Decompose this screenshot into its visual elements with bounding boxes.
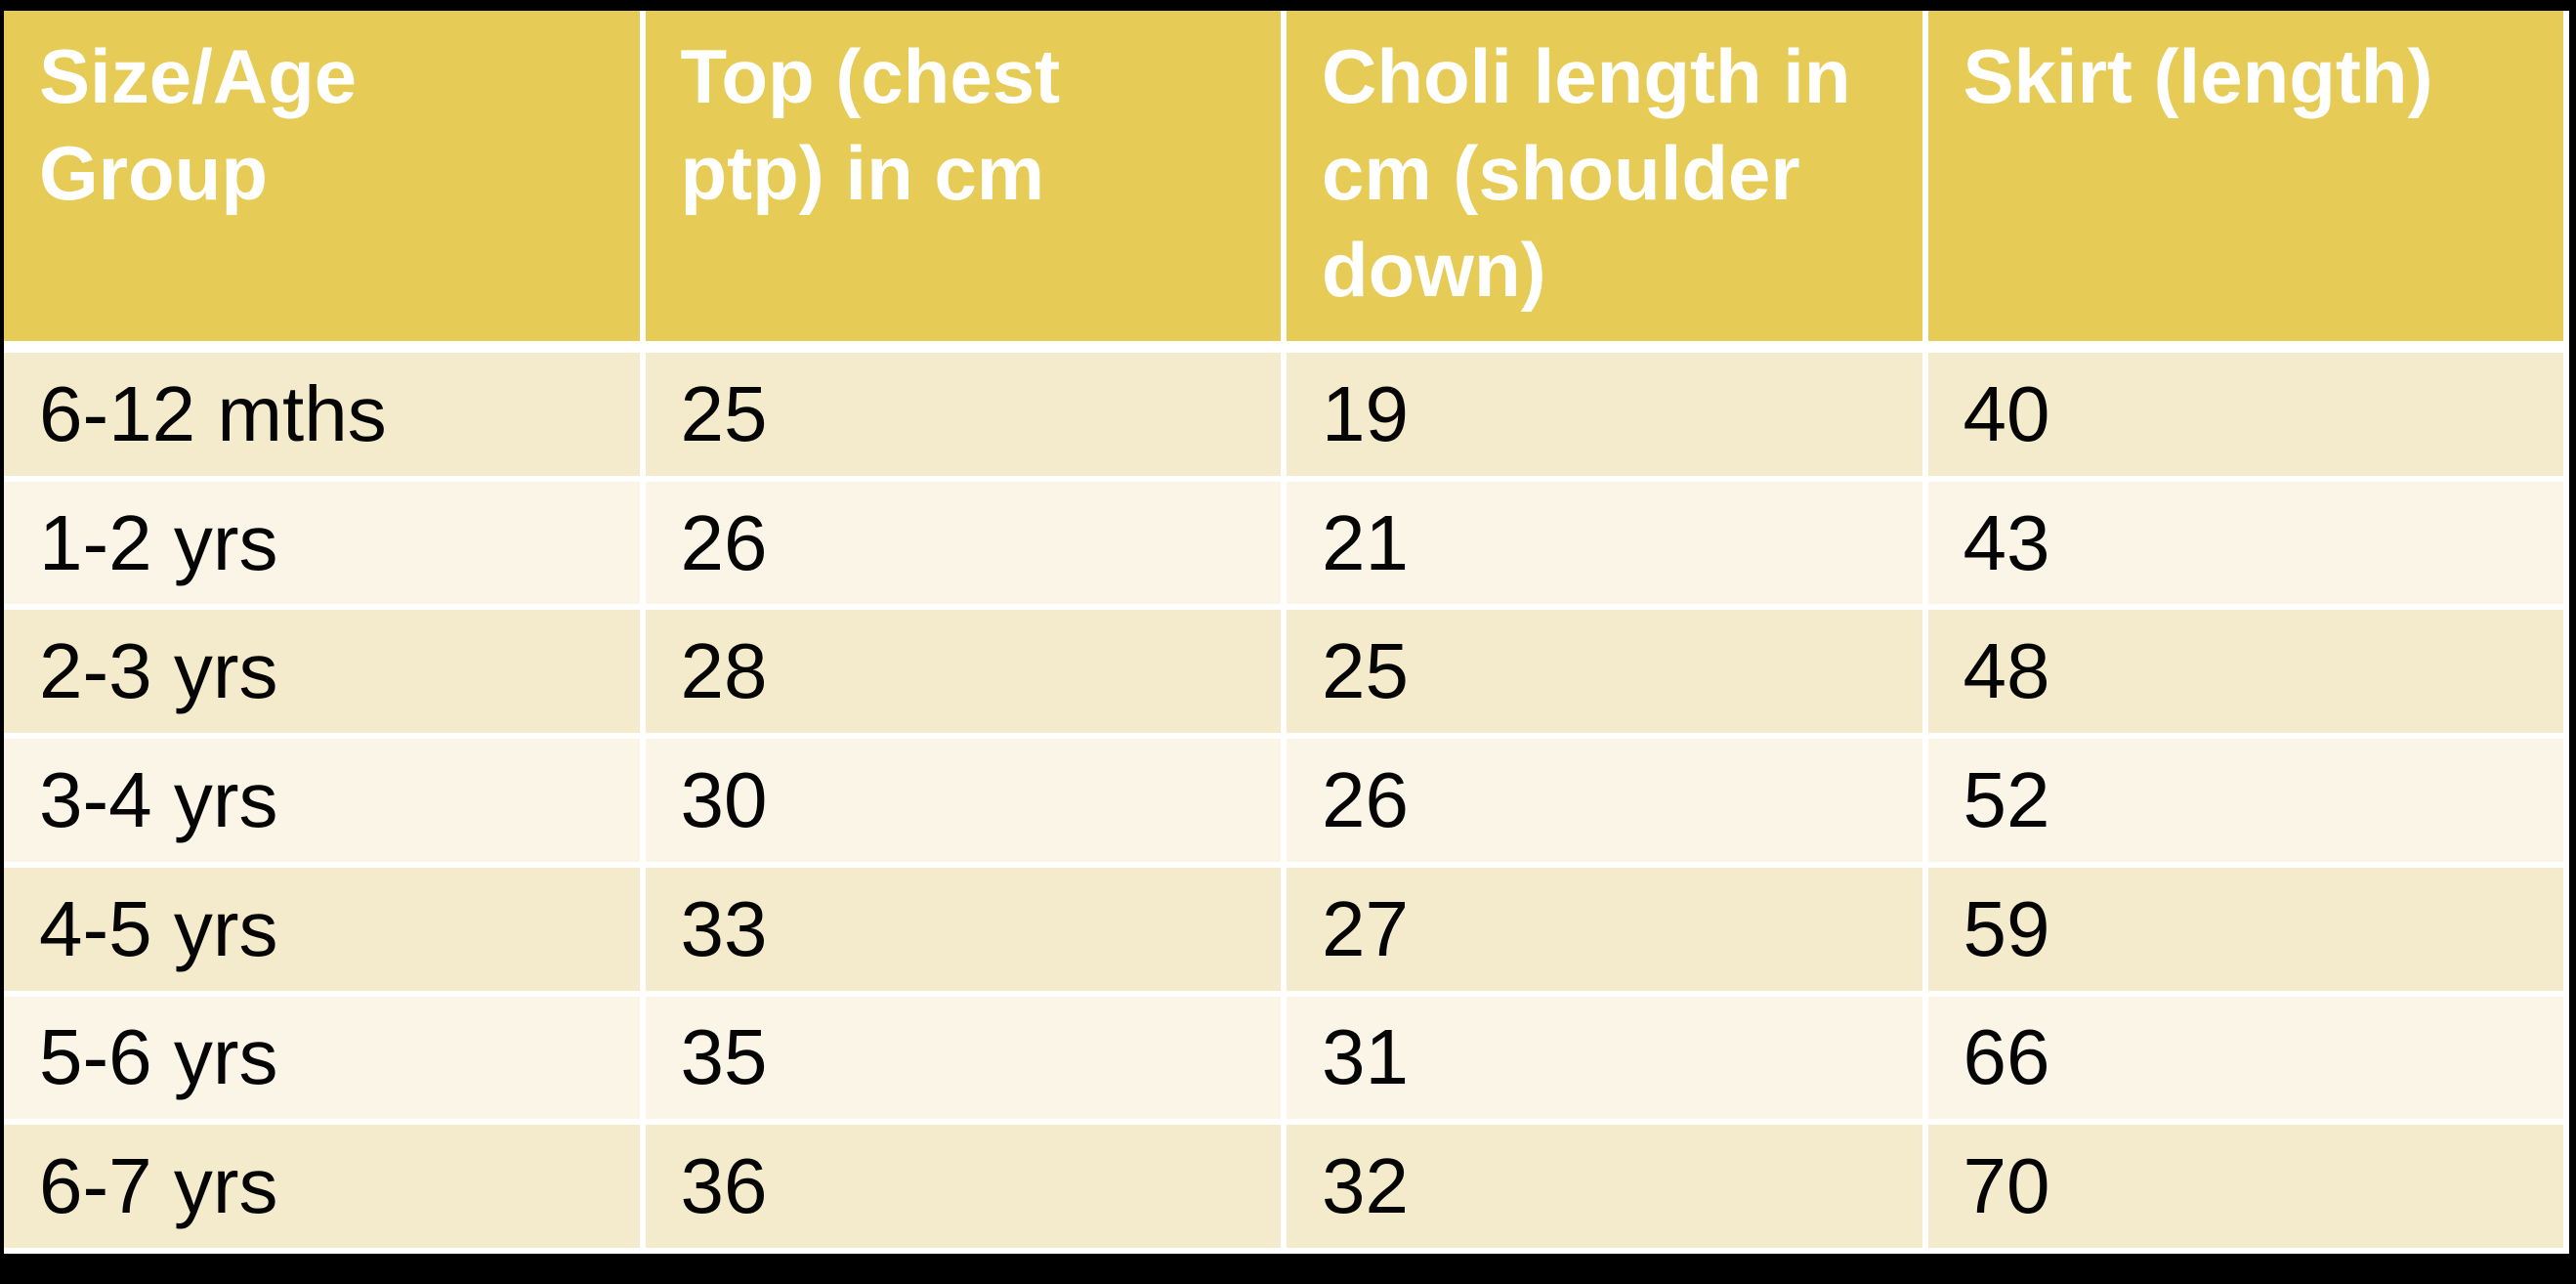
column-header-choli-length: Choli length in cm (shoulder down): [1287, 11, 1928, 353]
cell-skirt-length: 43: [1927, 481, 2569, 611]
cell-choli-length: 26: [1287, 739, 1928, 868]
cell-choli-length: 21: [1287, 481, 1928, 611]
cell-skirt-length: 52: [1927, 739, 2569, 868]
table-row: 6-12 mths 25 19 40: [4, 353, 2569, 482]
cell-age-group: 1-2 yrs: [4, 481, 646, 611]
table-header: Size/Age Group Top (chest ptp) in cm Cho…: [4, 11, 2569, 353]
cell-age-group: 3-4 yrs: [4, 739, 646, 868]
cell-age-group: 4-5 yrs: [4, 867, 646, 997]
table-row: 6-7 yrs 36 32 70: [4, 1125, 2569, 1254]
cell-skirt-length: 48: [1927, 610, 2569, 740]
cell-top-chest: 35: [645, 996, 1287, 1126]
cell-choli-length: 25: [1287, 610, 1928, 740]
cell-choli-length: 27: [1287, 867, 1928, 997]
cell-top-chest: 26: [645, 481, 1287, 611]
header-row: Size/Age Group Top (chest ptp) in cm Cho…: [4, 11, 2569, 353]
table-row: 1-2 yrs 26 21 43: [4, 481, 2569, 611]
cell-skirt-length: 70: [1927, 1125, 2569, 1254]
cell-skirt-length: 59: [1927, 867, 2569, 997]
cell-top-chest: 25: [645, 353, 1287, 482]
cell-age-group: 6-12 mths: [4, 353, 646, 482]
cell-age-group: 2-3 yrs: [4, 610, 646, 740]
cell-choli-length: 19: [1287, 353, 1928, 482]
column-header-size-age-group: Size/Age Group: [4, 11, 646, 353]
cell-choli-length: 32: [1287, 1125, 1928, 1254]
cell-top-chest: 33: [645, 867, 1287, 997]
column-header-top-chest: Top (chest ptp) in cm: [645, 11, 1287, 353]
cell-skirt-length: 66: [1927, 996, 2569, 1126]
column-header-skirt-length: Skirt (length): [1927, 11, 2569, 353]
table-body: 6-12 mths 25 19 40 1-2 yrs 26 21 43 2-3 …: [4, 353, 2569, 1254]
cell-age-group: 5-6 yrs: [4, 996, 646, 1126]
table-row: 5-6 yrs 35 31 66: [4, 996, 2569, 1126]
table-row: 4-5 yrs 33 27 59: [4, 867, 2569, 997]
cell-choli-length: 31: [1287, 996, 1928, 1126]
cell-age-group: 6-7 yrs: [4, 1125, 646, 1254]
cell-top-chest: 28: [645, 610, 1287, 740]
cell-top-chest: 36: [645, 1125, 1287, 1254]
size-chart-table: Size/Age Group Top (chest ptp) in cm Cho…: [4, 11, 2569, 1254]
table-row: 2-3 yrs 28 25 48: [4, 610, 2569, 740]
cell-skirt-length: 40: [1927, 353, 2569, 482]
table-row: 3-4 yrs 30 26 52: [4, 739, 2569, 868]
cell-top-chest: 30: [645, 739, 1287, 868]
